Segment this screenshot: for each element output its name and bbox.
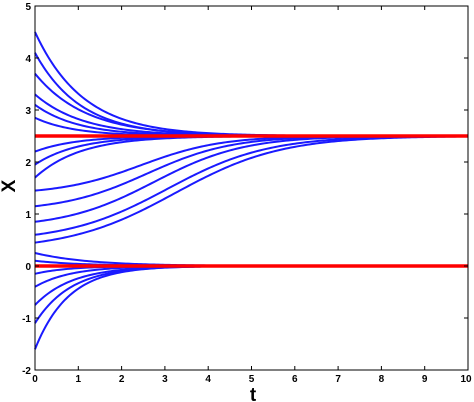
trajectory-line <box>34 135 468 192</box>
x-tick-label: 10 <box>460 374 472 385</box>
x-tick-label: 6 <box>292 374 298 385</box>
trajectory-line <box>34 52 468 137</box>
trajectory-line <box>34 116 468 137</box>
trajectory-line <box>34 72 468 137</box>
x-tick-label: 4 <box>205 374 211 385</box>
y-tick-label: -1 <box>22 314 31 325</box>
trajectory-line <box>34 265 468 324</box>
x-tick-label: 7 <box>335 374 341 385</box>
x-tick-label: 2 <box>119 374 125 385</box>
trajectory-line <box>34 265 468 306</box>
axes-frame <box>34 5 469 371</box>
x-axis-label: t <box>250 385 257 402</box>
y-tick-label: 5 <box>25 2 31 13</box>
axes: 0 1 2 3 4 5 6 7 8 9 10 -2 -1 0 1 2 3 4 5 <box>22 2 472 385</box>
x-tick-label: 5 <box>249 374 255 385</box>
y-tick-label: -2 <box>22 366 31 377</box>
y-axis-label: X <box>0 179 20 192</box>
x-tick-label: 9 <box>422 374 428 385</box>
y-tick-label: 4 <box>25 54 31 65</box>
x-tick-label: 0 <box>32 374 38 385</box>
trajectory-line <box>34 135 469 236</box>
trajectory-line <box>34 265 468 350</box>
y-tick-label: 1 <box>25 210 31 221</box>
x-tick-label: 1 <box>76 374 82 385</box>
trajectory-line <box>34 31 468 137</box>
equilibria-layer <box>35 134 468 268</box>
plot-area <box>34 31 469 350</box>
x-tick-label: 3 <box>162 374 168 385</box>
y-tick-label: 0 <box>25 262 31 273</box>
y-tick-label: 3 <box>25 106 31 117</box>
trajectory-line <box>34 135 469 244</box>
x-tick-label: 8 <box>379 374 385 385</box>
y-tick-label: 2 <box>25 158 31 169</box>
series-layer <box>34 31 469 350</box>
